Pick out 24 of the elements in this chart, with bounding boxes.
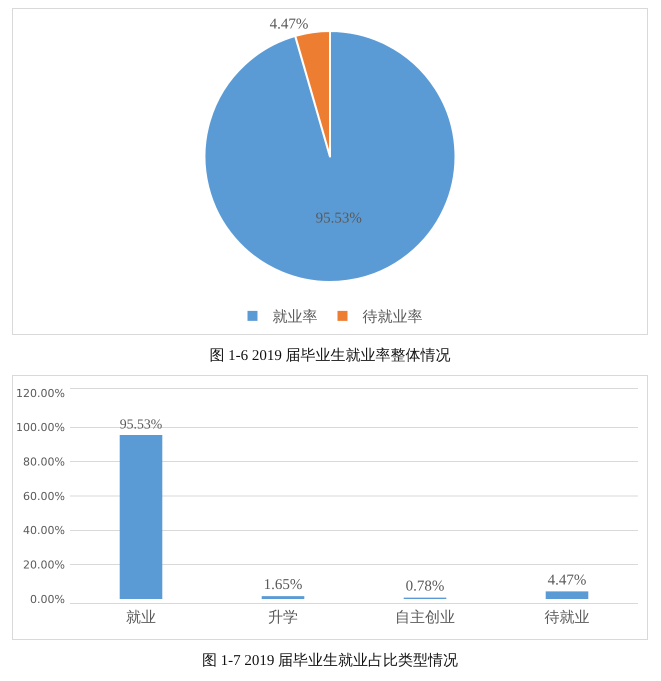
bar (262, 596, 304, 599)
x-tick-label: 升学 (268, 608, 298, 626)
y-tick-label: 80.00% (23, 456, 65, 469)
bar (120, 435, 162, 599)
bar (546, 591, 588, 599)
data-label: 4.47% (548, 572, 586, 588)
data-label: 0.78% (406, 578, 444, 595)
y-tick-label: 40.00% (23, 524, 65, 538)
caption: 图 1-7 2019 届毕业生就业占比类型情况 (200, 652, 460, 671)
caption: 图 1-6 2019 届毕业生就业率整体情况 (208, 346, 452, 366)
x-tick-label: 自主创业 (395, 608, 455, 626)
data-label: 95.53% (120, 416, 163, 432)
data-label: 95.53% (316, 210, 362, 227)
y-tick-label: 100.00% (16, 421, 65, 434)
y-tick-label: 60.00% (23, 490, 65, 503)
data-label: 1.65% (264, 577, 302, 594)
x-tick-label: 待就业 (544, 608, 590, 626)
y-tick-label: 20.00% (23, 558, 65, 572)
y-tick-label: 120.00% (16, 386, 65, 400)
y-tick-label: 0.00% (30, 592, 65, 606)
legend-label: 待就业率 (362, 308, 422, 326)
data-label: 4.47% (270, 16, 308, 32)
legend-label: 就业率 (272, 308, 318, 326)
x-tick-label: 就业 (126, 608, 156, 626)
